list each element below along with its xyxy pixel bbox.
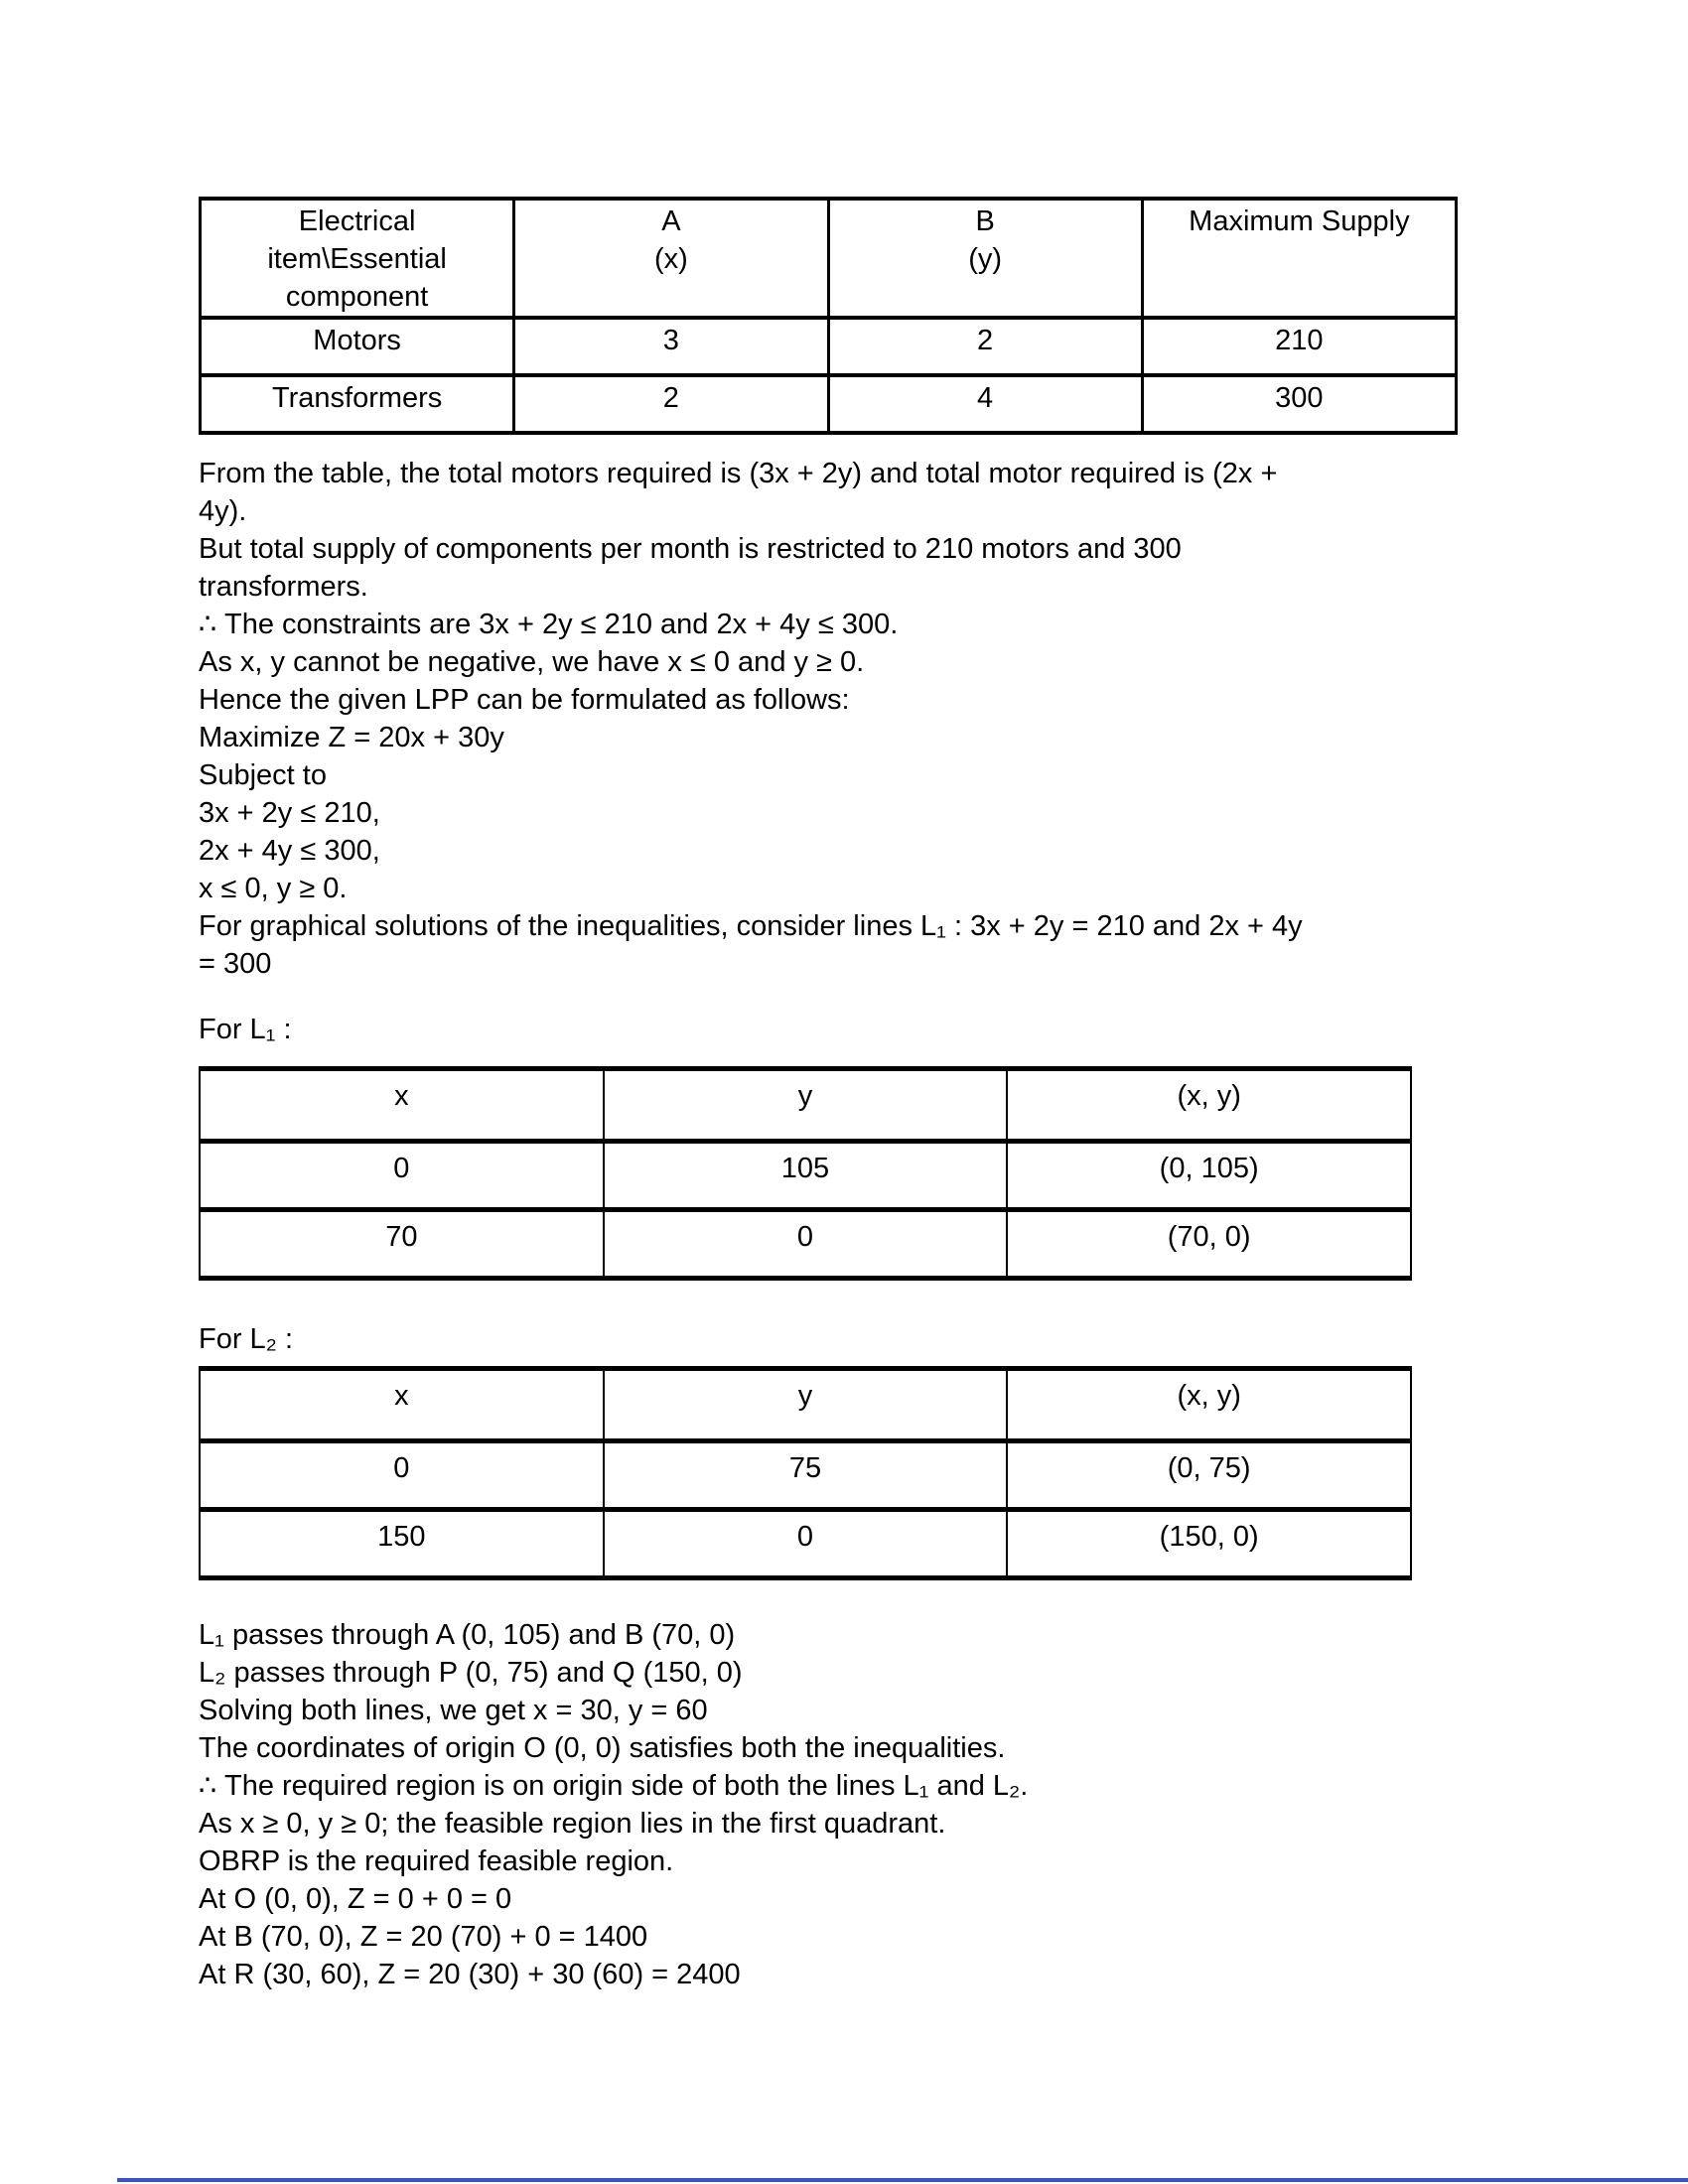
l2-header-xy: (x, y) <box>1006 1366 1412 1443</box>
text-line: ∴ The constraints are 3x + 2y ≤ 210 and … <box>199 609 899 640</box>
text-line: As x, y cannot be negative, we have x ≤ … <box>199 646 865 678</box>
text-line: item\Essential <box>267 243 447 275</box>
text-line: B <box>975 205 995 237</box>
text-line: At O (0, 0), Z = 0 + 0 = 0 <box>199 1883 512 1915</box>
text-line: 3x + 2y ≤ 210, <box>199 797 380 829</box>
supply-table-header-a: A (x) <box>512 197 830 320</box>
cell-transformers-max: 300 <box>1140 373 1459 435</box>
text-line: At B (70, 0), Z = 20 (70) + 0 = 1400 <box>199 1921 648 1953</box>
l2-cell-x2: 150 <box>199 1507 605 1580</box>
supply-table-header-item: Electrical item\Essential component <box>198 197 516 320</box>
l1-cell-y1: 105 <box>602 1139 1009 1212</box>
for-l1-label: For L₁ : <box>199 1014 292 1045</box>
document-content: Electrical item\Essential component A (x) B… <box>198 0 1489 1993</box>
text-line: From the table, the total motors require… <box>199 458 1278 489</box>
l2-cell-y2: 0 <box>602 1507 1009 1580</box>
table-row: 70 0 (70, 0) <box>199 1207 1412 1281</box>
l1-cell-xy1: (0, 105) <box>1006 1139 1412 1212</box>
supply-table: Electrical item\Essential component A (x) B… <box>198 197 1459 435</box>
text-line: (y) <box>968 243 1003 275</box>
l2-cell-xy2: (150, 0) <box>1006 1507 1412 1580</box>
cell-transformers-label: Transformers <box>198 373 516 435</box>
table-row: 0 75 (0, 75) <box>199 1438 1412 1512</box>
l2-points-table: x y (x, y) 0 75 (0, 75) 150 0 (150, 0) <box>199 1366 1412 1580</box>
text-line: For graphical solutions of the inequalit… <box>199 910 1303 942</box>
l2-cell-xy1: (0, 75) <box>1006 1438 1412 1512</box>
formulation-paragraph: From the table, the total motors require… <box>199 455 1489 983</box>
supply-table-header-max-supply: Maximum Supply <box>1140 197 1459 320</box>
solution-paragraph: L₁ passes through A (0, 105) and B (70, … <box>199 1616 1489 1993</box>
cell-motors-max: 210 <box>1140 316 1459 377</box>
cell-motors-label: Motors <box>198 316 516 377</box>
l1-header-y: y <box>602 1066 1009 1144</box>
text-line: transformers. <box>199 571 368 603</box>
text-line: OBRP is the required feasible region. <box>199 1845 674 1877</box>
text-line: Subject to <box>199 759 327 791</box>
cell-motors-b: 2 <box>826 316 1144 377</box>
text-line: Electrical <box>298 205 416 237</box>
table-row: 0 105 (0, 105) <box>199 1139 1412 1212</box>
cell-transformers-a: 2 <box>512 373 830 435</box>
text-line: component <box>285 281 429 313</box>
page-break-line <box>117 2178 1688 2182</box>
l2-cell-x1: 0 <box>199 1438 605 1512</box>
text-line: 4y). <box>199 495 247 527</box>
text-line: Maximum Supply <box>1189 205 1410 237</box>
text-line: At R (30, 60), Z = 20 (30) + 30 (60) = 2… <box>199 1959 741 1990</box>
text-line: Maximize Z = 20x + 30y <box>199 722 504 753</box>
table-row-transformers: Transformers 2 4 300 <box>198 373 1459 435</box>
l1-cell-y2: 0 <box>602 1207 1009 1281</box>
l1-header-x: x <box>199 1066 605 1144</box>
supply-table-header-row: Electrical item\Essential component A (x) B… <box>198 197 1459 320</box>
l1-table-header-row: x y (x, y) <box>199 1066 1412 1144</box>
l2-header-y: y <box>602 1366 1009 1443</box>
l1-cell-xy2: (70, 0) <box>1006 1207 1412 1281</box>
text-line: L₁ passes through A (0, 105) and B (70, … <box>199 1619 736 1651</box>
text-line: Solving both lines, we get x = 30, y = 6… <box>199 1695 708 1726</box>
l2-cell-y1: 75 <box>602 1438 1009 1512</box>
cell-motors-a: 3 <box>512 316 830 377</box>
text-line: L₂ passes through P (0, 75) and Q (150, … <box>199 1657 743 1689</box>
text-line: The coordinates of origin O (0, 0) satis… <box>199 1732 1006 1764</box>
text-line: Hence the given LPP can be formulated as… <box>199 684 850 716</box>
text-line: 2x + 4y ≤ 300, <box>199 835 380 867</box>
l1-points-table: x y (x, y) 0 105 (0, 105) 70 0 (70, 0) <box>199 1066 1412 1281</box>
l2-table-header-row: x y (x, y) <box>199 1366 1412 1443</box>
table-row: 150 0 (150, 0) <box>199 1507 1412 1580</box>
text-line: (x) <box>653 243 688 275</box>
text-line: A <box>661 205 681 237</box>
text-line: ∴ The required region is on origin side … <box>199 1770 1029 1802</box>
text-line: x ≤ 0, y ≥ 0. <box>199 873 348 904</box>
text-line: But total supply of components per month… <box>199 533 1182 565</box>
text-line: As x ≥ 0, y ≥ 0; the feasible region lie… <box>199 1808 946 1840</box>
l1-cell-x1: 0 <box>199 1139 605 1212</box>
l1-cell-x2: 70 <box>199 1207 605 1281</box>
for-l2-label: For L₂ : <box>199 1323 294 1355</box>
l1-header-xy: (x, y) <box>1006 1066 1412 1144</box>
l2-header-x: x <box>199 1366 605 1443</box>
supply-table-header-b: B (y) <box>826 197 1144 320</box>
cell-transformers-b: 4 <box>826 373 1144 435</box>
table-row-motors: Motors 3 2 210 <box>198 316 1459 377</box>
text-line: = 300 <box>199 948 272 980</box>
